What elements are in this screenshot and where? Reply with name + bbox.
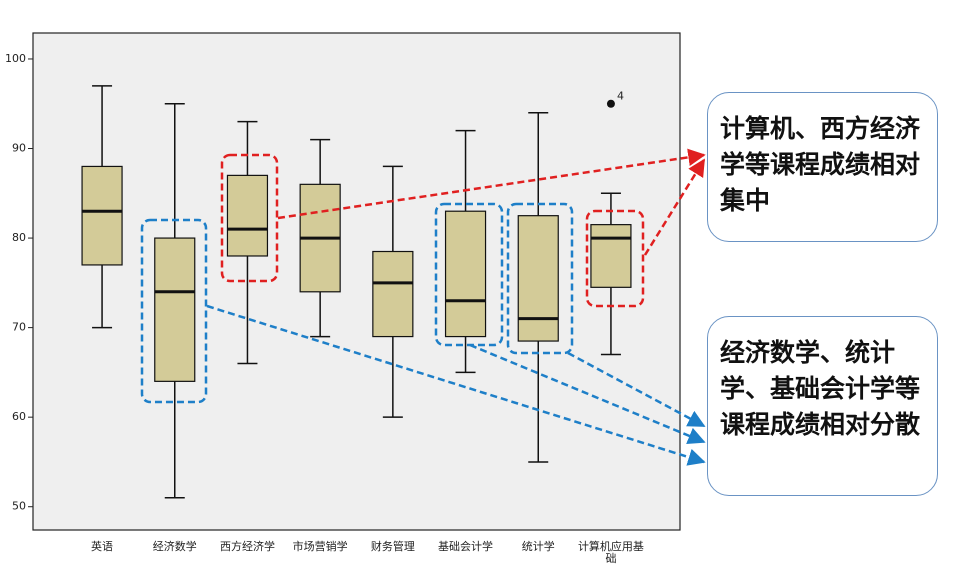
y-tick-label: 100 — [5, 52, 26, 65]
x-tick-label: 基础会计学 — [438, 540, 494, 553]
highlights — [140, 148, 706, 466]
x-tick-label: 市场营销学 — [292, 540, 348, 553]
annotation: 计算机、西方经济学等课程成绩相对集中 — [707, 92, 938, 242]
box — [517, 215, 559, 342]
y-tick-label: 60 — [12, 410, 26, 423]
y-tick-label: 70 — [12, 321, 26, 334]
y-tick-label: 80 — [12, 231, 26, 244]
x-tick-label: 经济数学 — [152, 540, 197, 553]
plot-area — [32, 32, 681, 531]
y-tick-label: 90 — [12, 142, 26, 155]
box — [444, 210, 487, 338]
box — [590, 224, 632, 288]
x-tick-label: 统计学 — [521, 540, 555, 553]
x-tick-label: 计算机应用基础 — [577, 540, 644, 565]
x-tick-label: 财务管理 — [370, 540, 415, 553]
box — [372, 250, 414, 338]
y-tick-label: 50 — [12, 500, 26, 513]
box — [226, 174, 269, 257]
box — [81, 165, 123, 266]
outlier-label: 4 — [617, 90, 624, 103]
outlier — [606, 99, 615, 108]
annotation: 经济数学、统计学、基础会计学等课程成绩相对分散 — [707, 316, 938, 496]
x-tick-label: 西方经济学 — [219, 540, 275, 553]
x-tick-label: 英语 — [91, 540, 114, 553]
box — [154, 237, 196, 382]
